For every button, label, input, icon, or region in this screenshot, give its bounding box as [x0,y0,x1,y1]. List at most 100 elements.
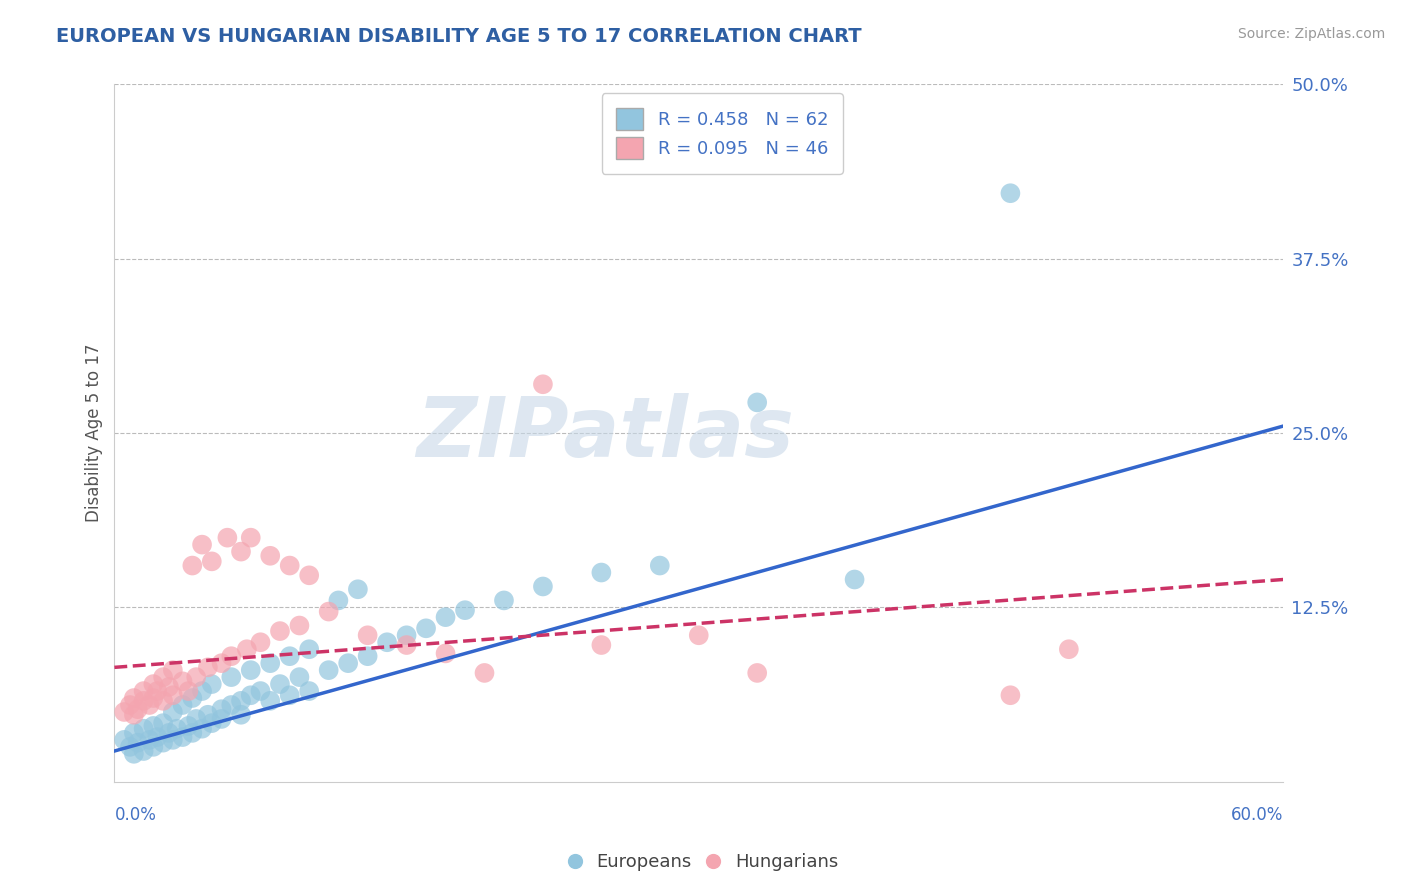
Point [152,716,174,731]
Point [211,656,233,670]
Point [118,698,141,712]
Point [298,642,321,657]
Point [152,736,174,750]
Text: Source: ZipAtlas.com: Source: ZipAtlas.com [1237,27,1385,41]
Point [1000,186,1022,201]
Point [395,638,418,652]
Legend: R = 0.458   N = 62, R = 0.095   N = 46: R = 0.458 N = 62, R = 0.095 N = 46 [602,94,842,174]
Point [288,618,311,632]
Point [531,377,554,392]
Point [239,531,262,545]
Point [191,684,214,698]
Point [132,684,155,698]
Point [648,558,671,573]
Point [177,684,200,698]
Point [177,719,200,733]
Point [211,712,233,726]
Point [197,707,219,722]
Point [492,593,515,607]
Point [122,726,145,740]
Point [269,677,291,691]
Point [181,558,204,573]
Point [239,688,262,702]
Point [219,698,242,712]
Point [132,694,155,708]
Point [269,624,291,639]
Text: 0.0%: 0.0% [114,806,156,824]
Point [591,566,613,580]
Point [122,707,145,722]
Point [122,747,145,761]
Point [844,573,866,587]
Point [591,638,613,652]
Text: 60.0%: 60.0% [1230,806,1284,824]
Point [415,621,437,635]
Point [288,670,311,684]
Point [356,628,378,642]
Point [138,698,160,712]
Point [181,726,204,740]
Point [217,531,239,545]
Point [531,579,554,593]
Point [172,730,194,744]
Point [259,694,281,708]
Point [132,744,155,758]
Point [127,736,149,750]
Point [162,705,184,719]
Text: ZIPatlas: ZIPatlas [416,392,794,474]
Point [127,702,149,716]
Point [474,665,496,680]
Point [747,395,769,409]
Point [347,582,370,597]
Point [298,684,321,698]
Point [356,649,378,664]
Point [211,702,233,716]
Point [191,722,214,736]
Point [152,694,174,708]
Point [249,635,271,649]
Point [166,722,188,736]
Point [162,688,184,702]
Point [229,694,252,708]
Point [278,688,301,702]
Point [118,739,141,754]
Point [229,544,252,558]
Point [201,554,224,568]
Point [122,691,145,706]
Point [186,670,208,684]
Point [172,674,194,689]
Point [142,677,165,691]
Point [142,719,165,733]
Point [186,712,208,726]
Point [201,716,224,731]
Point [132,722,155,736]
Text: EUROPEAN VS HUNGARIAN DISABILITY AGE 5 TO 17 CORRELATION CHART: EUROPEAN VS HUNGARIAN DISABILITY AGE 5 T… [56,27,862,45]
Point [318,605,340,619]
Point [318,663,340,677]
Point [434,610,457,624]
Point [142,739,165,754]
Point [395,628,418,642]
Point [146,730,169,744]
Point [146,684,169,698]
Point [298,568,321,582]
Point [191,538,214,552]
Point [197,660,219,674]
Point [278,558,301,573]
Point [434,647,457,661]
Point [375,635,398,649]
Point [152,670,174,684]
Point [201,677,224,691]
Point [229,707,252,722]
Y-axis label: Disability Age 5 to 17: Disability Age 5 to 17 [86,343,103,523]
Point [259,656,281,670]
Point [219,670,242,684]
Point [181,691,204,706]
Point [747,665,769,680]
Point [162,732,184,747]
Point [157,726,180,740]
Point [337,656,360,670]
Point [328,593,350,607]
Point [1057,642,1080,657]
Point [162,663,184,677]
